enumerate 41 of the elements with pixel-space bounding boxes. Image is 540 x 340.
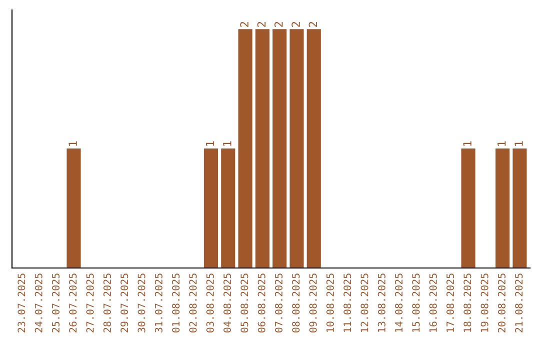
x-tick-label: 17.08.2025 bbox=[446, 274, 454, 332]
data-label: 1 bbox=[68, 141, 77, 146]
x-tick-label: 09.08.2025 bbox=[309, 274, 317, 332]
data-label: 2 bbox=[292, 22, 300, 27]
x-tick-label: 25.07.2025 bbox=[52, 274, 60, 332]
x-tick-label: 16.08.2025 bbox=[429, 274, 437, 332]
data-label: 2 bbox=[274, 22, 283, 27]
x-tick-label: 08.08.2025 bbox=[292, 274, 300, 332]
x-tick-label: 31.07.2025 bbox=[154, 274, 162, 332]
x-tick-label: 11.08.2025 bbox=[344, 274, 352, 332]
x-tick-label: 20.08.2025 bbox=[498, 274, 506, 332]
x-tick-label: 10.08.2025 bbox=[326, 274, 334, 332]
data-label: 2 bbox=[240, 22, 248, 27]
x-tick-label: 24.07.2025 bbox=[34, 274, 42, 332]
x-tick-label: 05.08.2025 bbox=[240, 274, 248, 332]
data-label: 2 bbox=[257, 22, 266, 27]
x-tick-label: 29.07.2025 bbox=[120, 274, 128, 332]
x-tick-label: 02.08.2025 bbox=[189, 274, 197, 332]
data-label: 1 bbox=[463, 141, 472, 146]
data-label: 1 bbox=[498, 141, 506, 146]
x-tick-label: 18.08.2025 bbox=[464, 274, 472, 332]
x-tick-label: 21.08.2025 bbox=[515, 274, 523, 332]
x-tick-label: 23.07.2025 bbox=[18, 274, 26, 332]
data-label: 1 bbox=[206, 141, 214, 146]
x-tick-label: 07.08.2025 bbox=[274, 274, 283, 332]
x-tick-label: 28.07.2025 bbox=[103, 274, 111, 332]
x-tick-label: 12.08.2025 bbox=[360, 274, 368, 332]
data-label: 1 bbox=[514, 141, 523, 146]
x-tick-label: 30.07.2025 bbox=[138, 274, 146, 332]
x-tick-label: 19.08.2025 bbox=[480, 274, 488, 332]
x-tick-label: 13.08.2025 bbox=[378, 274, 386, 332]
x-tick-label: 03.08.2025 bbox=[206, 274, 214, 332]
x-tick-label: 06.08.2025 bbox=[258, 274, 266, 332]
x-tick-label: 15.08.2025 bbox=[412, 274, 420, 332]
x-tick-label: 26.07.2025 bbox=[69, 274, 77, 332]
data-label: 2 bbox=[308, 22, 317, 27]
x-tick-label: 01.08.2025 bbox=[172, 274, 180, 332]
x-tick-label: 14.08.2025 bbox=[395, 274, 403, 332]
x-tick-label: 04.08.2025 bbox=[223, 274, 232, 332]
data-label: 1 bbox=[223, 141, 232, 146]
x-tick-label: 27.07.2025 bbox=[86, 274, 94, 332]
